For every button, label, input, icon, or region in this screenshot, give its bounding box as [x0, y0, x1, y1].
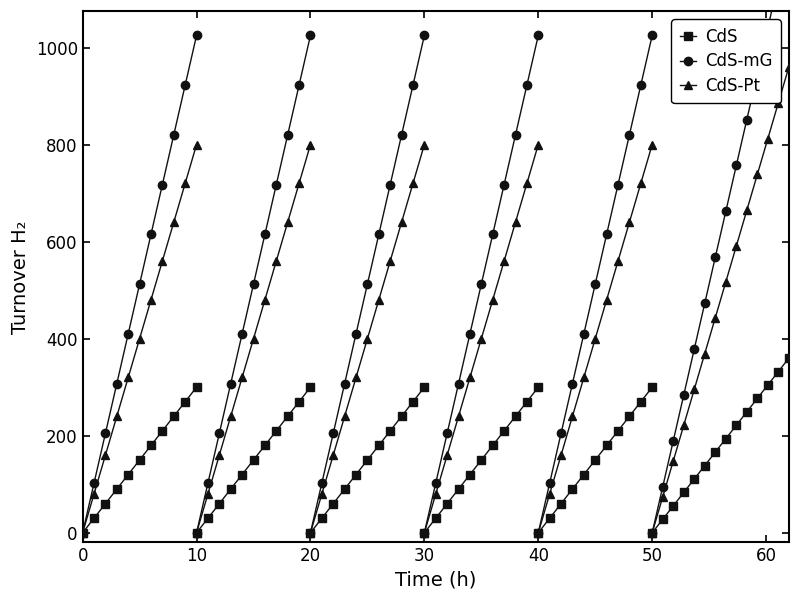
Y-axis label: Turnover H₂: Turnover H₂	[11, 220, 30, 334]
CdS-mG	[90, 480, 99, 487]
CdS-mG	[146, 231, 156, 238]
CdS	[169, 413, 178, 420]
CdS	[135, 456, 145, 463]
CdS-mG	[158, 181, 167, 188]
CdS	[192, 383, 202, 391]
CdS	[180, 398, 190, 405]
CdS-Pt	[123, 374, 133, 381]
CdS-mG	[112, 380, 122, 387]
Line: CdS: CdS	[78, 383, 201, 537]
CdS-Pt	[101, 451, 110, 459]
CdS	[90, 514, 99, 522]
CdS-mG	[135, 281, 145, 288]
CdS-Pt	[192, 141, 202, 148]
CdS-Pt	[90, 490, 99, 498]
CdS-mG	[101, 430, 110, 437]
CdS	[158, 427, 167, 435]
CdS	[123, 471, 133, 478]
CdS-Pt	[146, 296, 156, 304]
CdS-Pt	[169, 219, 178, 226]
CdS-mG	[180, 82, 190, 89]
CdS-Pt	[78, 529, 87, 536]
CdS	[112, 486, 122, 493]
CdS	[101, 500, 110, 507]
X-axis label: Time (h): Time (h)	[395, 571, 477, 590]
CdS-Pt	[158, 257, 167, 264]
CdS-Pt	[112, 413, 122, 420]
CdS-mG	[78, 529, 87, 536]
CdS-Pt	[135, 335, 145, 342]
Line: CdS-Pt: CdS-Pt	[78, 141, 201, 537]
Line: CdS-mG: CdS-mG	[78, 31, 201, 537]
Legend: CdS, CdS-mG, CdS-Pt: CdS, CdS-mG, CdS-Pt	[671, 19, 781, 103]
CdS	[78, 529, 87, 536]
CdS-mG	[169, 131, 178, 138]
CdS-Pt	[180, 180, 190, 187]
CdS-mG	[123, 330, 133, 337]
CdS	[146, 442, 156, 449]
CdS-mG	[192, 32, 202, 39]
